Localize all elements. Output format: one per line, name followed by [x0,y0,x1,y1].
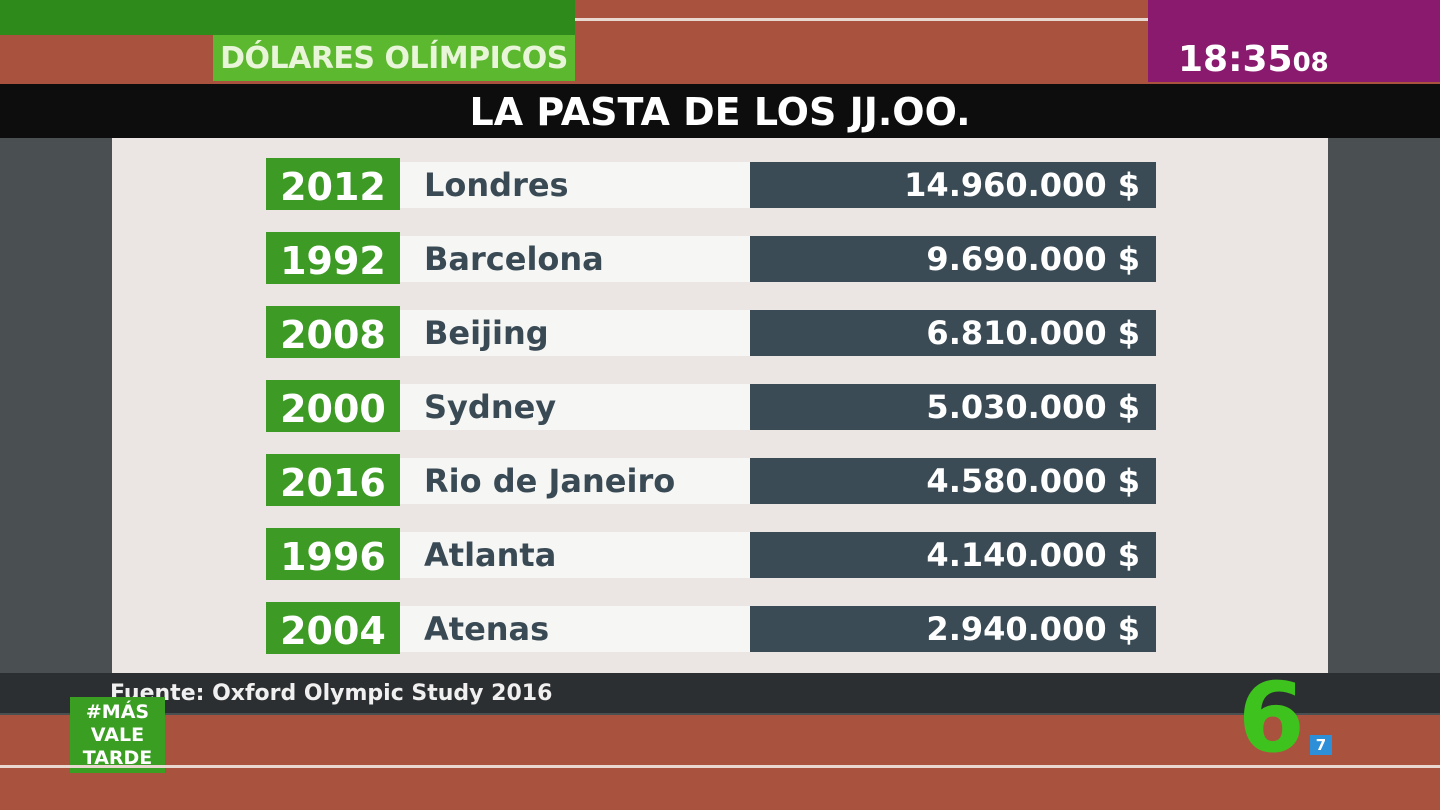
year-cell: 2000 [266,380,400,432]
year-cell: 2008 [266,306,400,358]
year-cell: 2012 [266,158,400,210]
badge-line: TARDE [82,747,153,769]
show-badge: #MÁS VALE TARDE [70,697,165,773]
source-bar [0,673,1440,713]
section-label: DÓLARES OLÍMPICOS [213,35,575,81]
table-row: 1992 Barcelona 9.690.000 $ [266,232,1156,284]
amount-cell: 6.810.000 $ [750,310,1156,356]
amount-cell: 4.580.000 $ [750,458,1156,504]
city-cell: Beijing [400,310,750,356]
track-line [0,765,1440,768]
city-cell: Londres [400,162,750,208]
year-cell: 1992 [266,232,400,284]
table-row: 1996 Atlanta 4.140.000 $ [266,528,1156,580]
badge-line: VALE [90,724,145,746]
amount-cell: 2.940.000 $ [750,606,1156,652]
table-row: 2008 Beijing 6.810.000 $ [266,306,1156,358]
amount-cell: 14.960.000 $ [750,162,1156,208]
table-row: 2012 Londres 14.960.000 $ [266,158,1156,210]
clock-seconds: 08 [1292,48,1329,78]
clock-box [1148,0,1440,82]
channel-logo-sub: 7 [1310,735,1332,755]
amount-cell: 9.690.000 $ [750,236,1156,282]
amount-cell: 4.140.000 $ [750,532,1156,578]
track-line [0,18,1440,21]
year-cell: 2004 [266,602,400,654]
year-cell: 1996 [266,528,400,580]
channel-logo: 6 [1238,662,1305,774]
city-cell: Atlanta [400,532,750,578]
city-cell: Sydney [400,384,750,430]
clock: 18:3508 [1178,38,1329,85]
city-cell: Atenas [400,606,750,652]
year-cell: 2016 [266,454,400,506]
amount-cell: 5.030.000 $ [750,384,1156,430]
top-bar [0,0,575,35]
title: LA PASTA DE LOS JJ.OO. [0,84,1440,138]
city-cell: Barcelona [400,236,750,282]
city-cell: Rio de Janeiro [400,458,750,504]
clock-time: 18:35 [1178,39,1293,80]
table-row: 2016 Rio de Janeiro 4.580.000 $ [266,454,1156,506]
table-row: 2000 Sydney 5.030.000 $ [266,380,1156,432]
source: Fuente: Oxford Olympic Study 2016 [110,681,553,706]
badge-line: #MÁS [85,701,150,723]
table-row: 2004 Atenas 2.940.000 $ [266,602,1156,654]
